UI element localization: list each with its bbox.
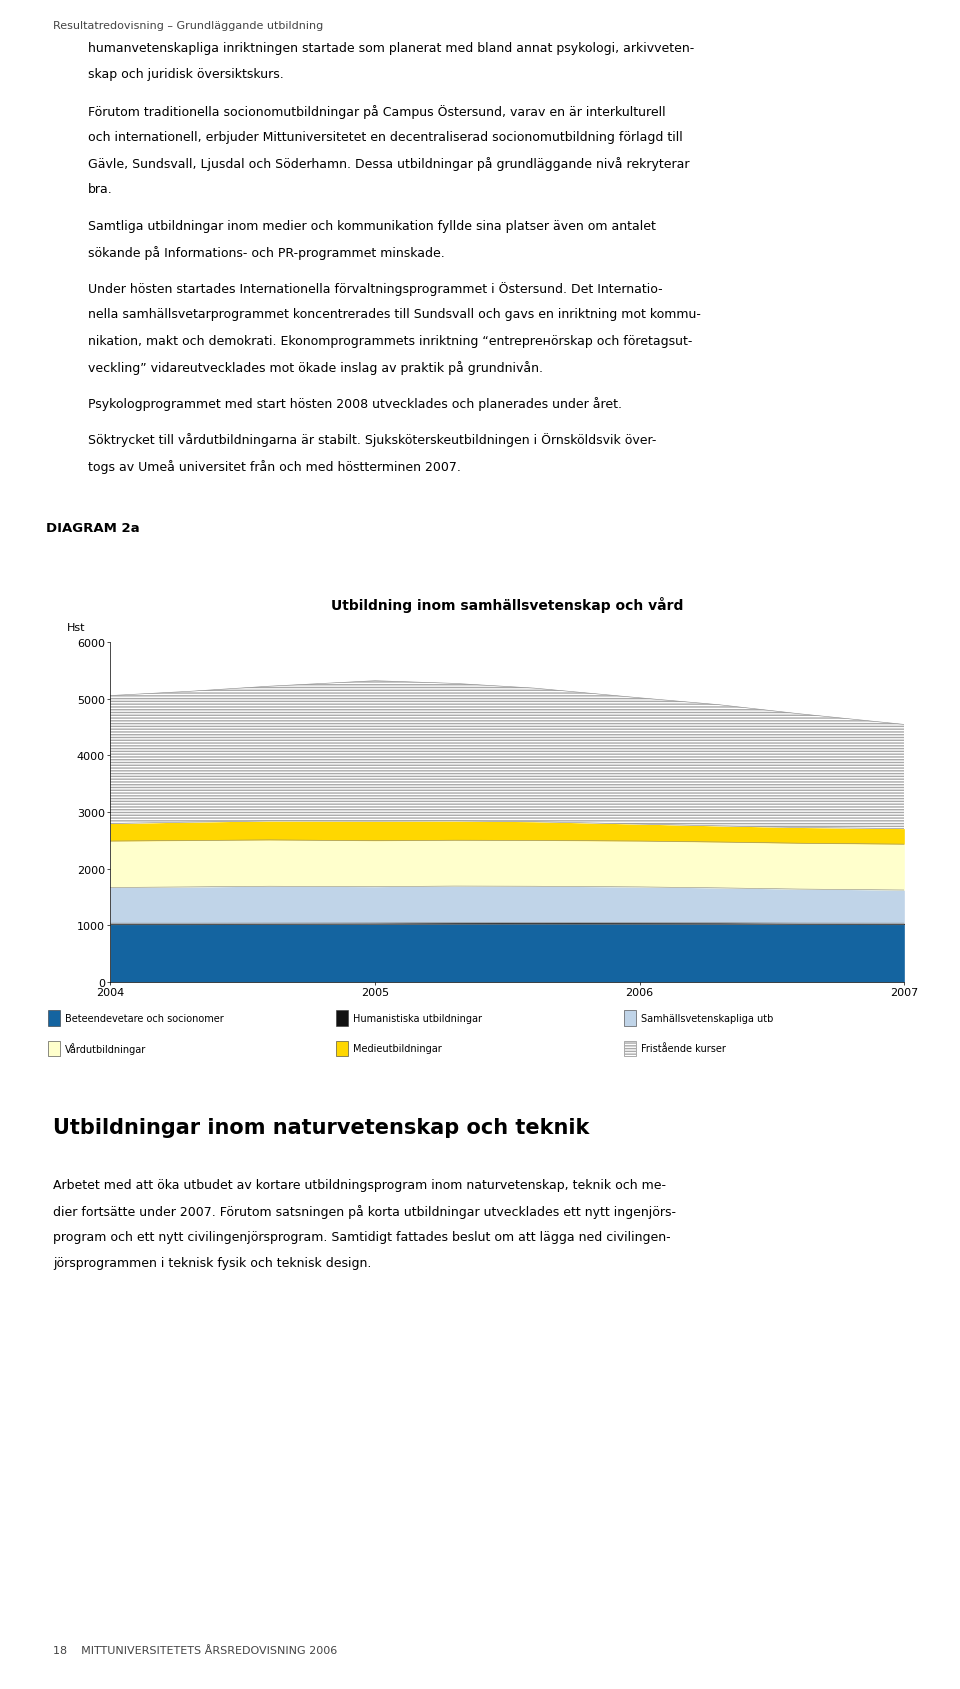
- Text: Medieutbildningar: Medieutbildningar: [353, 1044, 442, 1054]
- Text: Samtliga utbildningar inom medier och kommunikation fyllde sina platser även om : Samtliga utbildningar inom medier och ko…: [88, 220, 657, 233]
- Text: Under hösten startades Internationella förvaltningsprogrammet i Östersund. Det I: Under hösten startades Internationella f…: [88, 282, 663, 296]
- Text: jörsprogrammen i teknisk fysik och teknisk design.: jörsprogrammen i teknisk fysik och tekni…: [53, 1257, 372, 1270]
- Text: Gävle, Sundsvall, Ljusdal och Söderhamn. Dessa utbildningar på grundläggande niv: Gävle, Sundsvall, Ljusdal och Söderhamn.…: [88, 157, 690, 171]
- Text: Utbildning inom samhällsvetenskap och vård: Utbildning inom samhällsvetenskap och vå…: [331, 596, 684, 611]
- Text: nikation, makt och demokrati. Ekonomprogrammets inriktning “entreprенörskap och : nikation, makt och demokrati. Ekonomprog…: [88, 334, 693, 348]
- Text: Förutom traditionella socionomutbildningar på Campus Östersund, varav en är inte: Förutom traditionella socionomutbildning…: [88, 105, 666, 118]
- Text: Fristående kurser: Fristående kurser: [641, 1044, 726, 1054]
- Text: nella samhällsvetarprogrammet koncentrerades till Sundsvall och gavs en inriktni: nella samhällsvetarprogrammet koncentrer…: [88, 307, 701, 321]
- Text: dier fortsätte under 2007. Förutom satsningen på korta utbildningar utvecklades : dier fortsätte under 2007. Förutom satsn…: [53, 1204, 676, 1218]
- Text: Samhällsvetenskapliga utb: Samhällsvetenskapliga utb: [641, 1013, 774, 1024]
- Text: humanvetenskapliga inriktningen startade som planerat med bland annat psykologi,: humanvetenskapliga inriktningen startade…: [88, 42, 695, 56]
- Text: 18    MITTUNIVERSITETETS ÅRSREDOVISNING 2006: 18 MITTUNIVERSITETETS ÅRSREDOVISNING 200…: [53, 1645, 337, 1655]
- Text: Vårdutbildningar: Vårdutbildningar: [65, 1042, 147, 1056]
- Text: Beteendevetare och socionomer: Beteendevetare och socionomer: [65, 1013, 224, 1024]
- Text: Resultatredovisning – Grundläggande utbildning: Resultatredovisning – Grundläggande utbi…: [53, 20, 324, 30]
- Text: Utbildningar inom naturvetenskap och teknik: Utbildningar inom naturvetenskap och tek…: [53, 1116, 589, 1137]
- Text: togs av Umeå universitet från och med höstterminen 2007.: togs av Umeå universitet från och med hö…: [88, 459, 461, 473]
- Text: Humanistiska utbildningar: Humanistiska utbildningar: [353, 1013, 482, 1024]
- Text: och internationell, erbjuder Mittuniversitetet en decentraliserad socionomutbild: och internationell, erbjuder Mittunivers…: [88, 130, 684, 144]
- Text: skap och juridisk översiktskurs.: skap och juridisk översiktskurs.: [88, 68, 284, 81]
- Text: Psykologprogrammet med start hösten 2008 utvecklades och planerades under året.: Psykologprogrammet med start hösten 2008…: [88, 397, 622, 410]
- Text: veckling” vidareutvecklades mot ökade inslag av praktik på grundnivån.: veckling” vidareutvecklades mot ökade in…: [88, 360, 543, 375]
- Text: sökande på Informations- och PR-programmet minskade.: sökande på Informations- och PR-programm…: [88, 245, 445, 260]
- Text: bra.: bra.: [88, 182, 113, 196]
- Text: Söktrycket till vårdutbildningarna är stabilt. Sjuksköterskeutbildningen i Örnsk: Söktrycket till vårdutbildningarna är st…: [88, 432, 657, 448]
- Text: Hst: Hst: [67, 623, 85, 632]
- Text: Arbetet med att öka utbudet av kortare utbildningsprogram inom naturvetenskap, t: Arbetet med att öka utbudet av kortare u…: [53, 1177, 666, 1191]
- Text: DIAGRAM 2a: DIAGRAM 2a: [46, 522, 140, 534]
- Text: program och ett nytt civilingenjörsprogram. Samtidigt fattades beslut om att läg: program och ett nytt civilingenjörsprogr…: [53, 1230, 670, 1243]
